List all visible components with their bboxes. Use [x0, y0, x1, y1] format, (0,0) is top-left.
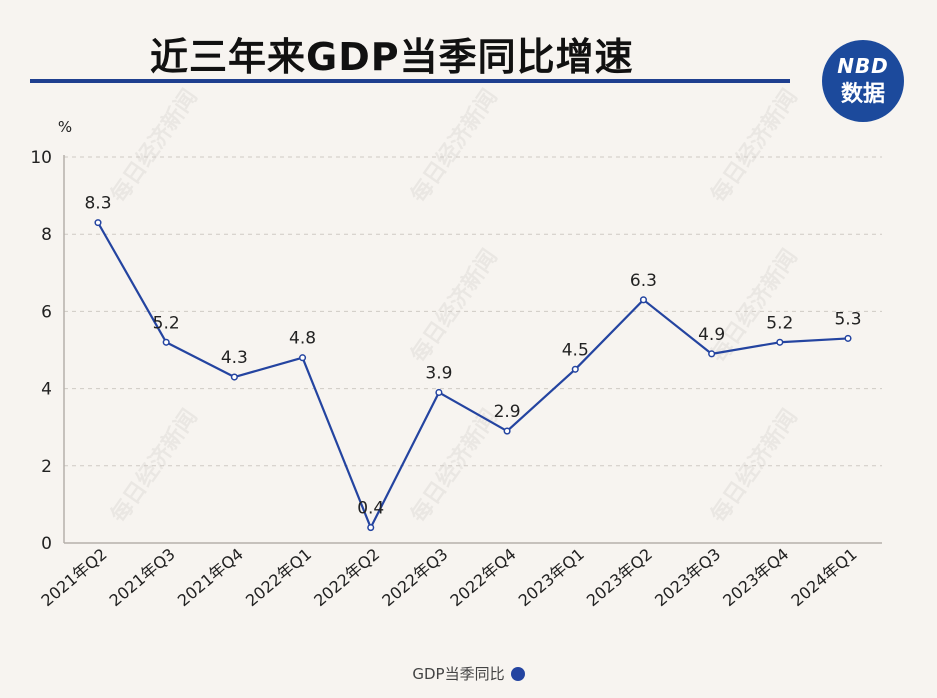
- y-axis-unit: %: [58, 118, 72, 136]
- data-label: 2.9: [494, 402, 521, 422]
- legend: GDP当季同比: [0, 663, 937, 684]
- data-point: [435, 388, 443, 397]
- nbd-logo: NBD 数据: [822, 40, 904, 122]
- x-tick-label: 2021年Q2: [37, 545, 110, 611]
- x-tick-label: 2022年Q2: [310, 545, 383, 611]
- data-point: [571, 365, 579, 373]
- chart-title: 近三年来GDP当季同比增速: [150, 35, 634, 79]
- data-label: 5.2: [153, 313, 180, 333]
- data-label: 3.9: [425, 363, 452, 383]
- data-label: 5.3: [834, 309, 861, 329]
- data-point: [367, 524, 375, 532]
- data-point: [844, 334, 852, 342]
- data-label: 4.3: [221, 348, 248, 368]
- data-point: [162, 338, 170, 346]
- y-tick-label: 10: [30, 148, 52, 168]
- data-point: [503, 427, 511, 435]
- watermark-text: 每日经济新闻: [706, 244, 803, 367]
- logo-text-data: 数据: [840, 82, 885, 107]
- x-tick-label: 2021年Q4: [174, 545, 247, 611]
- x-tick-label: 2023年Q2: [583, 545, 656, 611]
- x-tick-label: 2024年Q1: [787, 545, 860, 611]
- title-underline: [30, 79, 790, 83]
- data-point: [776, 338, 784, 346]
- data-point: [94, 219, 102, 227]
- y-tick-label: 2: [41, 457, 52, 477]
- y-tick-label: 0: [41, 534, 52, 554]
- x-tick-label: 2023年Q4: [719, 545, 792, 611]
- data-label: 4.8: [289, 329, 316, 349]
- series-line: [97, 222, 849, 529]
- watermark-text: 每日经济新闻: [406, 244, 503, 367]
- x-tick-label: 2021年Q3: [106, 545, 179, 611]
- legend-label: GDP当季同比: [412, 665, 505, 683]
- x-tick-label: 2022年Q3: [378, 545, 451, 611]
- watermark-text: 每日经济新闻: [406, 84, 503, 207]
- x-tick-label: 2023年Q1: [515, 545, 588, 611]
- data-label: 4.9: [698, 325, 725, 345]
- data-label: 0.4: [357, 499, 384, 519]
- logo-text-nbd: NBD: [837, 54, 889, 78]
- watermark-text: 每日经济新闻: [106, 84, 203, 207]
- data-point: [230, 373, 238, 381]
- data-label: 5.2: [766, 313, 793, 333]
- x-tick-label: 2022年Q1: [242, 545, 315, 611]
- x-tick-label: 2022年Q4: [447, 545, 520, 611]
- legend-marker: [510, 667, 525, 681]
- watermark-text: 每日经济新闻: [706, 84, 803, 207]
- data-label: 8.3: [84, 194, 111, 214]
- y-tick-label: 6: [41, 302, 52, 322]
- data-point: [639, 296, 648, 304]
- y-tick-label: 8: [41, 225, 52, 245]
- y-tick-label: 4: [41, 380, 52, 400]
- data-label: 6.3: [630, 271, 657, 291]
- data-point: [298, 354, 307, 362]
- data-label: 4.5: [562, 340, 589, 360]
- data-point: [708, 350, 716, 358]
- x-tick-label: 2023年Q3: [651, 545, 724, 611]
